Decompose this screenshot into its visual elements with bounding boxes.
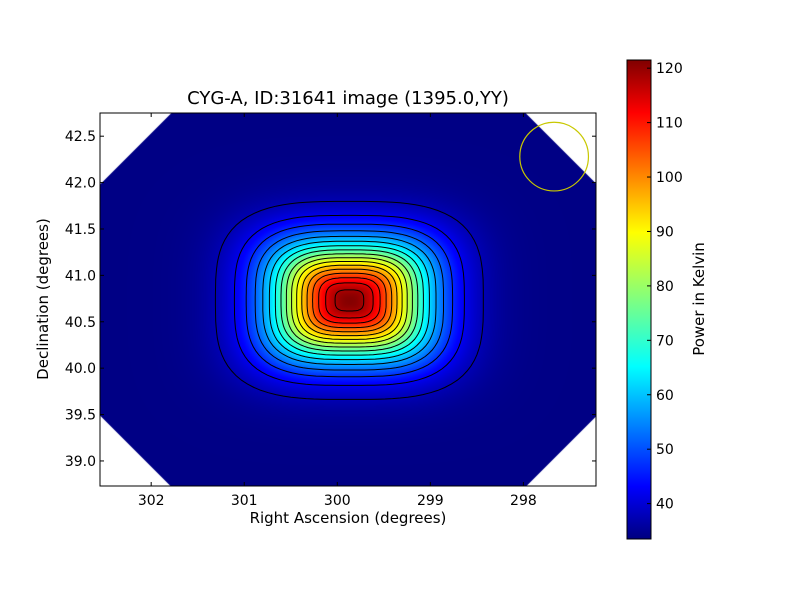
colorbar-tick-label: 40	[656, 497, 674, 513]
contour-line	[262, 235, 437, 365]
colorbar: 40 50 60 70 80 90 100 110 120 Power in Kelvin	[626, 59, 708, 540]
y-tick-label: 39.0	[65, 454, 96, 470]
colorbar-ticks: 40 50 60 70 80 90 100 110 120	[647, 61, 683, 513]
contour-line	[296, 261, 403, 340]
x-tick-label: 302	[138, 493, 165, 509]
contour-line	[318, 277, 381, 324]
y-tick-label: 41.0	[65, 268, 96, 284]
colorbar-tick-label: 90	[656, 224, 674, 240]
x-tick-label: 298	[510, 493, 537, 509]
contour-line	[280, 249, 419, 352]
beam-circle	[519, 121, 590, 192]
colorbar-tick-label: 100	[656, 170, 683, 186]
contour-line	[312, 272, 387, 329]
contour-line	[274, 245, 424, 356]
contour-line	[306, 268, 393, 333]
x-axis-label: Right Ascension (degrees)	[250, 509, 447, 527]
colorbar-tick-label: 110	[656, 116, 683, 132]
x-tick-label: 299	[417, 493, 444, 509]
contour-line	[301, 264, 398, 337]
contour-line	[285, 253, 413, 348]
contour-line	[325, 282, 374, 319]
colorbar-tick-label: 80	[656, 279, 674, 295]
y-tick-label: 42.0	[65, 176, 96, 192]
contour-line	[233, 214, 465, 386]
contour-line	[245, 223, 454, 378]
y-tick-label: 42.5	[65, 129, 96, 145]
colorbar-frame	[626, 59, 652, 540]
colorbar-tick-label: 120	[656, 61, 683, 77]
y-tick-label: 39.5	[65, 408, 96, 424]
contour-line	[291, 257, 408, 344]
contour-line	[334, 289, 365, 312]
colorbar-label: Power in Kelvin	[690, 242, 708, 356]
y-tick-label: 40.0	[65, 361, 96, 377]
plot-frame	[99, 112, 597, 487]
contour-line	[214, 200, 484, 400]
heatmap-image	[100, 113, 596, 486]
colorbar-gradient	[627, 60, 651, 539]
colorbar-tick-label: 70	[656, 333, 674, 349]
contour-group	[214, 200, 484, 400]
y-tick-label: 40.5	[65, 315, 96, 331]
colorbar-tick-label: 50	[656, 442, 674, 458]
x-axis-ticks: 302 301 300 299 298	[138, 113, 537, 509]
y-tick-label: 41.5	[65, 222, 96, 238]
y-axis-ticks: 39.0 39.5 40.0 40.5 41.0 41.5 42.0 42.5	[65, 129, 596, 470]
colorbar-tick-label: 60	[656, 388, 674, 404]
x-tick-label: 300	[324, 493, 351, 509]
plot-area: 302 301 300 299 298 39.0 39.5 40.0 40.5 41.0 41.5…	[65, 112, 597, 509]
contour-line	[268, 240, 430, 361]
chart-title: CYG-A, ID:31641 image (1395.0,YY)	[187, 88, 509, 109]
y-axis-label: Declination (degrees)	[34, 218, 52, 380]
x-tick-label: 301	[231, 493, 258, 509]
contour-line	[254, 230, 444, 371]
